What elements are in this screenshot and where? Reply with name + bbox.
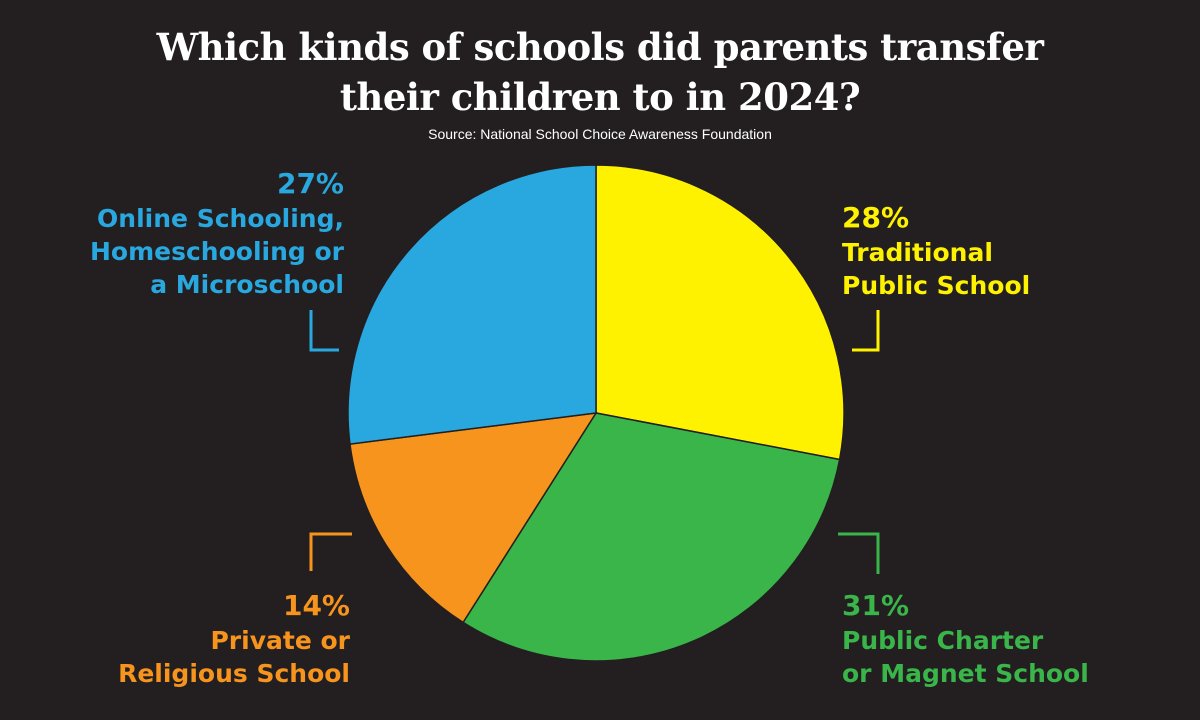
pie-slice-online-schooling-homeschooling-or-a-microschool bbox=[347, 164, 597, 445]
traditional-public-line-1: Traditional bbox=[842, 238, 993, 267]
label-public-charter: 31% Public Charter or Magnet School bbox=[842, 588, 1089, 690]
private-religious-line-1: Private or bbox=[210, 626, 350, 655]
label-brackets bbox=[309, 310, 880, 574]
bracket-private-religious bbox=[309, 532, 352, 571]
private-religious-pct: 14% bbox=[282, 589, 350, 622]
public-charter-line-1: Public Charter bbox=[842, 626, 1044, 655]
public-charter-line-2: or Magnet School bbox=[842, 659, 1089, 688]
online-schooling-line-1: Online Schooling, bbox=[97, 204, 344, 233]
traditional-public-line-2: Public School bbox=[842, 271, 1031, 300]
pie-slice-traditional-public-school bbox=[595, 164, 845, 461]
private-religious-line-2: Religious School bbox=[118, 659, 350, 688]
bracket-traditional-public bbox=[852, 310, 880, 352]
chart-title-line-2: their children to in 2024? bbox=[339, 75, 861, 119]
traditional-public-pct: 28% bbox=[842, 201, 910, 234]
label-traditional-public: 28% Traditional Public School bbox=[842, 200, 1030, 302]
source-note: Source: National School Choice Awareness… bbox=[428, 126, 772, 142]
online-schooling-pct: 27% bbox=[276, 167, 344, 200]
public-charter-pct: 31% bbox=[842, 589, 910, 622]
online-schooling-line-3: a Microschool bbox=[150, 270, 344, 299]
pie-slices bbox=[347, 164, 845, 662]
pie-slice-private-or-religious-school bbox=[349, 412, 598, 624]
bracket-public-charter bbox=[838, 532, 880, 574]
label-private-religious: 14% Private or Religious School bbox=[118, 588, 350, 690]
chart-title-line-1: Which kinds of schools did parents trans… bbox=[156, 25, 1044, 69]
label-online-schooling: 27% Online Schooling, Homeschooling or a… bbox=[90, 166, 344, 301]
bracket-online-schooling bbox=[309, 310, 339, 352]
online-schooling-line-2: Homeschooling or bbox=[90, 237, 344, 266]
chart-title: Which kinds of schools did parents trans… bbox=[0, 22, 1200, 122]
